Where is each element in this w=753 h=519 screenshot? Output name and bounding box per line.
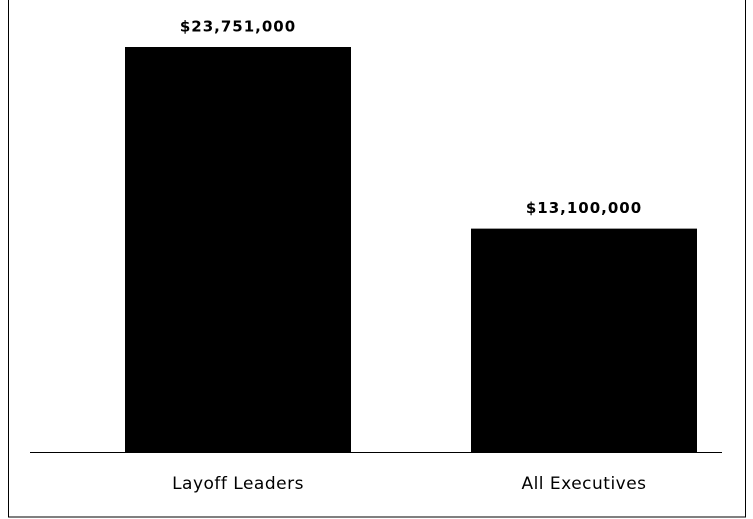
chart-border (8, 0, 746, 518)
x-tick-label: All Executives (521, 474, 646, 494)
value-label: $23,751,000 (180, 18, 296, 36)
bar (471, 228, 697, 452)
value-label: $13,100,000 (526, 199, 642, 217)
bar (125, 47, 351, 452)
x-tick-label: Layoff Leaders (172, 474, 304, 494)
